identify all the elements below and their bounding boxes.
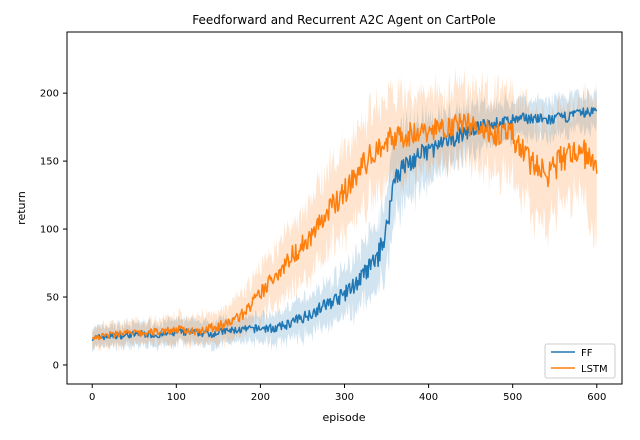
y-tick-label: 200 (40, 89, 59, 100)
legend-label-ff: FF (581, 348, 593, 359)
x-tick-label: 0 (89, 392, 95, 403)
y-axis-label: return (15, 191, 28, 225)
x-tick-label: 600 (587, 392, 606, 403)
confidence-bands (92, 66, 597, 354)
y-tick-label: 50 (46, 293, 59, 304)
y-axis: 0 50 100 150 200 (40, 89, 67, 371)
legend-label-lstm: LSTM (581, 364, 608, 375)
y-tick-label: 0 (53, 360, 59, 371)
legend: FF LSTM (544, 343, 616, 379)
series-lines (91, 107, 598, 342)
x-axis: 0 100 200 300 400 500 600 (89, 384, 606, 403)
line-lstm (91, 113, 598, 341)
x-tick-label: 300 (335, 392, 354, 403)
x-tick-label: 200 (251, 392, 270, 403)
band-ff (92, 87, 597, 354)
x-tick-label: 500 (503, 392, 522, 403)
x-tick-label: 400 (419, 392, 438, 403)
chart-title: Feedforward and Recurrent A2C Agent on C… (192, 13, 496, 27)
y-tick-label: 150 (40, 157, 59, 168)
x-tick-label: 100 (167, 392, 186, 403)
x-axis-label: episode (322, 411, 365, 424)
band-lstm (92, 66, 597, 353)
y-tick-label: 100 (40, 225, 59, 236)
